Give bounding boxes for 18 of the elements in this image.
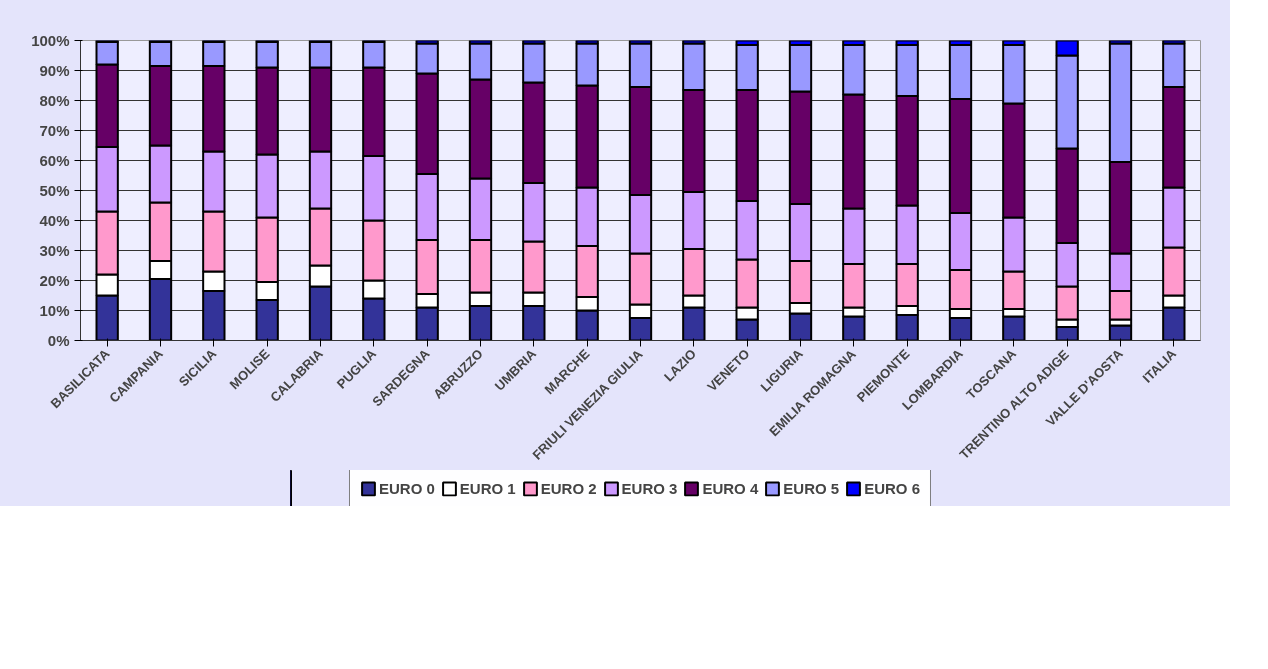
legend-label: EURO 3	[621, 479, 678, 497]
y-tick-label: 90%	[39, 62, 70, 79]
y-tick-label: 80%	[39, 92, 70, 109]
y-tick-label: 10%	[39, 302, 70, 319]
y-tick-label: 50%	[39, 182, 70, 199]
legend-label: EURO 0	[378, 479, 435, 497]
y-tick-label: 40%	[39, 212, 70, 229]
legend-label: EURO 6	[864, 479, 921, 497]
y-tick-label: 100%	[31, 32, 70, 49]
y-tick-label: 70%	[39, 122, 70, 139]
y-tick-label: 30%	[39, 242, 70, 259]
legend-label: EURO 2	[540, 479, 597, 497]
y-tick-label: 20%	[39, 272, 70, 289]
legend-label: EURO 1	[459, 479, 516, 497]
y-tick-label: 60%	[39, 152, 70, 169]
legend-label: EURO 4	[702, 479, 759, 497]
y-tick-label: 0%	[47, 332, 70, 349]
legend-label: EURO 5	[783, 479, 840, 497]
